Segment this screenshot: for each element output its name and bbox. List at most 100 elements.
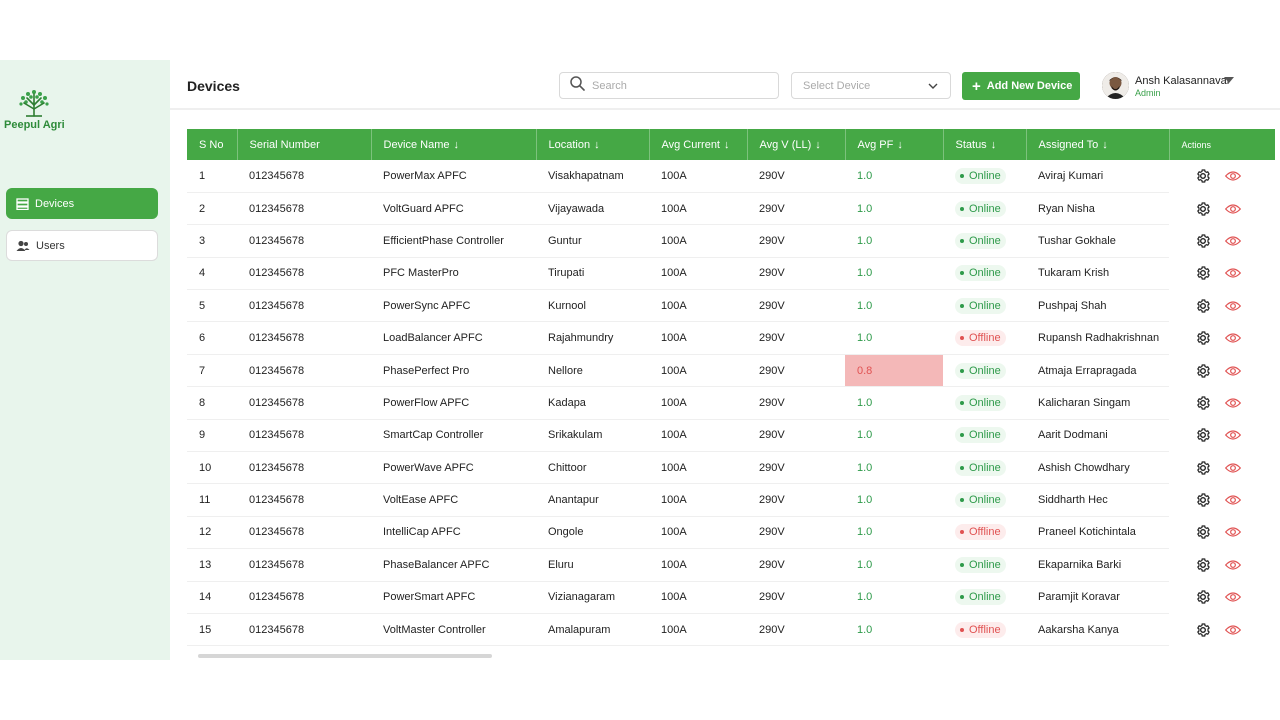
cell-name: SmartCap Controller [371,419,536,453]
sidebar-item-users[interactable]: Users [6,230,158,261]
view-icon[interactable] [1225,266,1241,280]
sort-arrow-icon[interactable]: ↓ [1102,138,1108,151]
cell-actions [1169,290,1275,322]
cell-actions [1169,484,1275,516]
view-icon[interactable] [1225,169,1241,183]
settings-icon[interactable] [1195,524,1211,540]
status-text: Offline [969,526,1001,539]
cell-voltage: 290V [747,548,845,582]
cell-name: VoltEase APFC [371,483,536,517]
status-text: Online [969,299,1001,312]
settings-icon[interactable] [1195,168,1211,184]
view-icon[interactable] [1225,428,1241,442]
settings-icon[interactable] [1195,557,1211,573]
table-row[interactable]: 4 012345678 PFC MasterPro Tirupati 100A 290V 1… [187,257,1275,291]
settings-icon[interactable] [1195,233,1211,249]
table-row[interactable]: 2 012345678 VoltGuard APFC Vijayawada 100A 29… [187,192,1275,226]
cell-status: Online [943,581,1026,614]
view-icon[interactable] [1225,299,1241,313]
cell-pf: 1.0 [845,613,943,647]
table-row[interactable]: 12 012345678 IntelliCap APFC Ongole 100A 290V… [187,516,1275,550]
sort-arrow-icon[interactable]: ↓ [990,138,997,151]
cell-status: Offline [943,516,1026,550]
cell-serial: 012345678 [237,613,371,647]
view-icon[interactable] [1225,331,1241,345]
settings-icon[interactable] [1195,492,1211,508]
cell-current: 100A [649,354,747,388]
cell-current: 100A [649,516,747,550]
table-row[interactable]: 10 012345678 PowerWave APFC Chittoor 100A 290… [187,451,1275,485]
search-input[interactable] [592,79,762,92]
view-icon[interactable] [1225,493,1241,507]
table-row[interactable]: 11 012345678 VoltEase APFC Anantapur 100A 290… [187,483,1275,517]
table-row[interactable]: 13 012345678 PhaseBalancer APFC Eluru 100A 29… [187,548,1275,582]
view-icon[interactable] [1225,590,1241,604]
column-header[interactable]: Status ↓ [943,129,1027,160]
cell-status: Online [943,354,1026,388]
table-row[interactable]: 3 012345678 EfficientPhase Controller Guntu… [187,224,1275,258]
column-header: S No [187,129,238,160]
sort-arrow-icon[interactable]: ↓ [815,138,821,151]
settings-icon[interactable] [1195,363,1211,379]
column-header[interactable]: Location ↓ [536,129,650,160]
cell-status: Offline [943,321,1026,355]
cell-sno: 8 [187,386,237,420]
table-row[interactable]: 9 012345678 SmartCap Controller Srikakulam 1… [187,419,1275,453]
status-text: Online [969,429,1001,442]
sort-arrow-icon[interactable]: ↓ [594,138,600,151]
view-icon[interactable] [1225,396,1241,410]
sort-arrow-icon[interactable]: ↓ [453,138,460,151]
settings-icon[interactable] [1195,622,1211,638]
sidebar-item-devices[interactable]: Devices [6,188,158,219]
caret-down-icon[interactable] [1224,77,1234,83]
settings-icon[interactable] [1195,395,1211,411]
view-icon[interactable] [1225,623,1241,637]
view-icon[interactable] [1225,234,1241,248]
cell-sno: 14 [187,581,237,614]
settings-icon[interactable] [1195,330,1211,346]
cell-serial: 012345678 [237,516,371,550]
cell-current: 100A [649,386,747,420]
cell-status: Online [943,192,1026,226]
add-button-label: Add New Device [986,80,1073,92]
table-row[interactable]: 6 012345678 LoadBalancer APFC Rajahmundry 10… [187,321,1275,355]
view-icon[interactable] [1225,525,1241,539]
view-icon[interactable] [1225,202,1241,216]
status-dot-icon [960,303,964,308]
user-name: Ansh Kalasannavar [1135,75,1231,87]
column-header[interactable]: Device Name ↓ [371,129,537,160]
view-icon[interactable] [1225,461,1241,475]
view-icon[interactable] [1225,364,1241,378]
add-new-device-button[interactable]: + Add New Device [962,72,1080,100]
table-row[interactable]: 14 012345678 PowerSmart APFC Vizianagaram 10… [187,581,1275,614]
sidebar-item-label: Users [36,239,65,252]
settings-icon[interactable] [1195,460,1211,476]
user-menu[interactable]: Ansh Kalasannavar Admin [1102,72,1252,100]
device-select[interactable]: Select Device [791,72,951,99]
table-row[interactable]: 1 012345678 PowerMax APFC Visakhapatnam 100A… [187,160,1275,193]
settings-icon[interactable] [1195,589,1211,605]
table-row[interactable]: 7 012345678 PhasePerfect Pro Nellore 100A 290… [187,354,1275,388]
column-header[interactable]: Avg Current ↓ [649,129,748,160]
cell-current: 100A [649,548,747,582]
settings-icon[interactable] [1195,201,1211,217]
table-row[interactable]: 15 012345678 VoltMaster Controller Amalapur… [187,613,1275,647]
search-box[interactable] [559,72,779,99]
sort-arrow-icon[interactable]: ↓ [897,138,903,151]
settings-icon[interactable] [1195,427,1211,443]
status-text: Online [969,461,1001,474]
view-icon[interactable] [1225,558,1241,572]
cell-sno: 15 [187,613,237,647]
column-header[interactable]: Avg PF ↓ [845,129,944,160]
table-row[interactable]: 5 012345678 PowerSync APFC Kurnool 100A 290V 1… [187,289,1275,323]
cell-assigned: Tushar Gokhale [1026,224,1169,258]
settings-icon[interactable] [1195,298,1211,314]
cell-location: Srikakulam [536,419,649,453]
status-badge: Offline [955,524,1006,541]
column-header[interactable]: Avg V (LL) ↓ [747,129,846,160]
settings-icon[interactable] [1195,265,1211,281]
table-row[interactable]: 8 012345678 PowerFlow APFC Kadapa 100A 290V 1.… [187,386,1275,420]
column-header[interactable]: Assigned To ↓ [1026,129,1170,160]
sort-arrow-icon[interactable]: ↓ [724,138,730,151]
horizontal-scrollbar[interactable] [198,654,492,658]
